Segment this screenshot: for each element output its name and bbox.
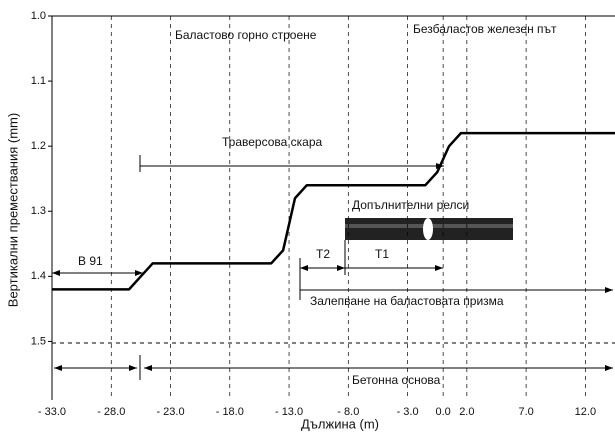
x-axis-label: Дължина (m) xyxy=(301,416,379,431)
y-tick-label: 1.3 xyxy=(31,205,46,217)
x-tick-label: 7.0 xyxy=(518,406,533,418)
annotation: В 91 xyxy=(78,254,103,268)
y-tick-label: 1.0 xyxy=(31,10,46,22)
x-tick-label: - 13.0 xyxy=(275,406,303,418)
x-tick-label: - 3.0 xyxy=(397,406,419,418)
line xyxy=(52,131,615,291)
annotation: Т1 xyxy=(375,247,389,261)
x-tick-label: - 33.0 xyxy=(38,406,66,418)
x-tick-label: 0.0 xyxy=(435,406,450,418)
y-tick-label: 1.4 xyxy=(31,270,46,282)
x-tick-label: 2.0 xyxy=(459,406,474,418)
x-tick-label: 12.0 xyxy=(575,406,596,418)
x-tick-label: - 8.0 xyxy=(337,406,359,418)
annotation: Залепване на баластовата призма xyxy=(310,294,504,308)
annotation: Бетонна основа xyxy=(352,373,441,387)
annotation: Баластово горно строене xyxy=(175,28,317,42)
y-tick-label: 1.1 xyxy=(31,75,46,87)
annotation: Траверсова скара xyxy=(222,135,323,149)
x-tick-label: - 28.0 xyxy=(97,406,125,418)
annotation: Допълнителни релси xyxy=(352,198,469,212)
annotation: Безбаластов железен път xyxy=(413,22,557,36)
y-axis-label: Вертикални премествания (mm) xyxy=(5,113,20,307)
y-tick-label: 1.5 xyxy=(31,335,46,347)
y-tick-label: 1.2 xyxy=(31,140,46,152)
x-tick-label: - 23.0 xyxy=(156,406,184,418)
annotation: Т2 xyxy=(316,247,330,261)
x-tick-label: - 18.0 xyxy=(216,406,244,418)
rail-gap xyxy=(423,218,433,240)
